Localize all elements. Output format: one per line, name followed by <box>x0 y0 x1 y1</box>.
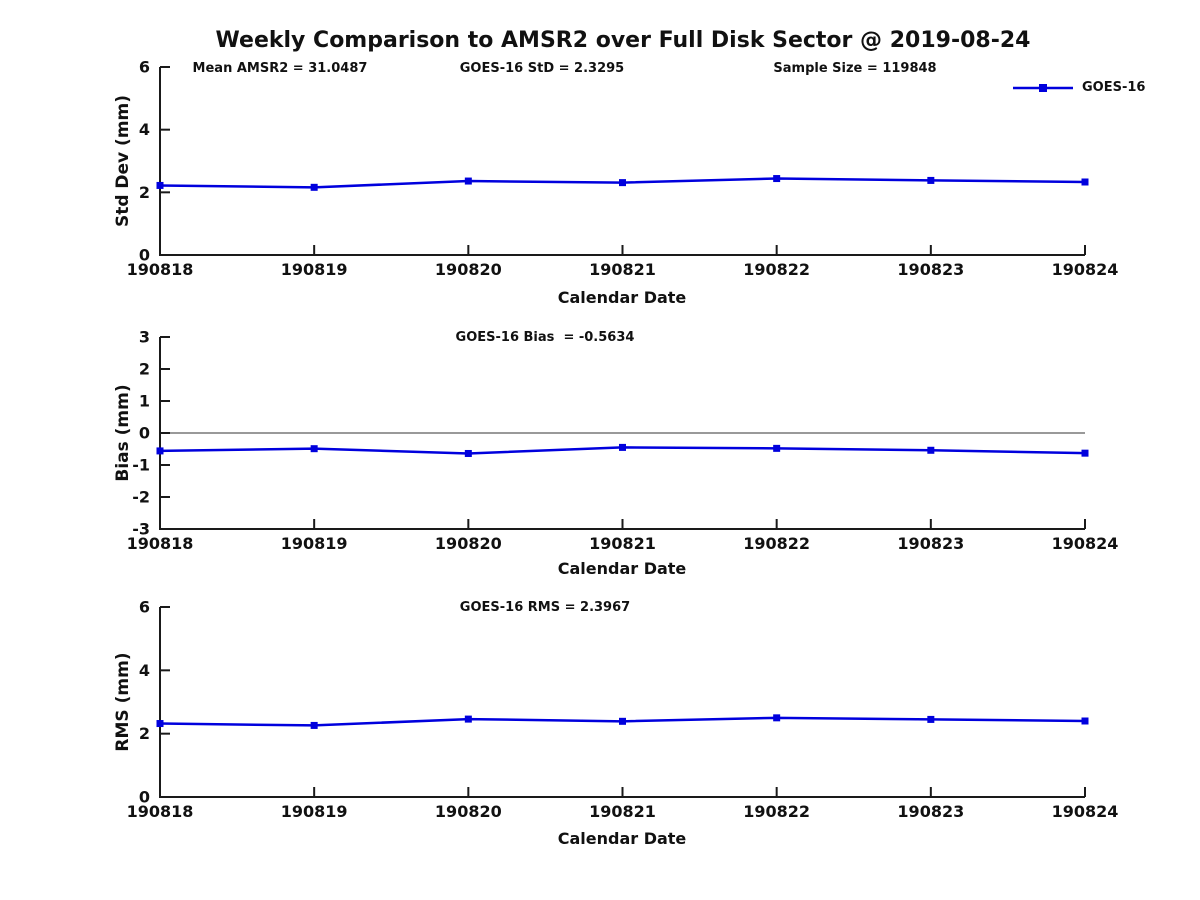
legend-line-marker-icon <box>1013 83 1073 92</box>
y-axis-title-rms: RMS (mm) <box>113 652 133 752</box>
x-tick-label: 190819 <box>281 534 348 553</box>
x-tick-label: 190824 <box>1052 802 1119 821</box>
x-tick-label: 190820 <box>435 534 502 553</box>
x-tick-label: 190818 <box>127 260 194 279</box>
x-tick-label: 190823 <box>897 534 964 553</box>
annotation-sample-size: Sample Size = 119848 <box>773 61 937 76</box>
data-point-marker <box>927 446 935 454</box>
y-tick-label: -2 <box>132 488 150 507</box>
x-tick-label: 190821 <box>589 802 656 821</box>
x-tick-label: 190823 <box>897 260 964 279</box>
legend-label: GOES-16 <box>1082 80 1146 95</box>
figure-title: Weekly Comparison to AMSR2 over Full Dis… <box>215 28 1031 53</box>
y-tick-label: 2 <box>139 183 150 202</box>
data-point-marker <box>927 715 935 723</box>
x-tick-label: 190822 <box>743 802 810 821</box>
data-point-marker <box>156 447 164 455</box>
x-tick-label: 190820 <box>435 260 502 279</box>
chart-bias: -3 -2 -1 0 1 2 3 190818 190819 190820 190821 190822… <box>127 328 1119 554</box>
annotation-mean-amsr2: Mean AMSR2 = 31.0487 <box>192 61 368 76</box>
x-axis-title-calendar-date: Calendar Date <box>557 288 687 307</box>
annotation-goes16-rms: GOES-16 RMS = 2.3967 <box>459 600 631 615</box>
data-point-marker <box>464 449 472 457</box>
chart-rms: 0 2 4 6 190818 190819 190820 190821 190822 190823… <box>127 598 1119 822</box>
x-tick-label: 190819 <box>281 260 348 279</box>
x-tick-label: 190824 <box>1052 260 1119 279</box>
x-axis-title-calendar-date: Calendar Date <box>557 559 687 578</box>
y-tick-label: -3 <box>132 520 150 539</box>
x-tick-label: 190824 <box>1052 534 1119 553</box>
y-tick-label: 0 <box>139 424 150 443</box>
legend: GOES-16 <box>1012 80 1145 95</box>
data-point-marker <box>927 176 935 184</box>
x-tick-label: 190819 <box>281 802 348 821</box>
x-tick-label: 190822 <box>743 534 810 553</box>
data-point-marker <box>619 717 626 725</box>
x-tick-label: 190818 <box>127 802 194 821</box>
y-tick-label: 4 <box>139 661 150 680</box>
annotation-goes16-std: GOES-16 StD = 2.3295 <box>459 61 625 76</box>
y-tick-label: 1 <box>139 392 150 411</box>
x-tick-label: 190821 <box>589 260 656 279</box>
data-point-marker <box>156 720 164 728</box>
x-axis-title-calendar-date: Calendar Date <box>557 829 687 848</box>
x-tick-label: 190818 <box>127 534 194 553</box>
data-point-marker <box>464 177 472 185</box>
annotation-goes16-bias: GOES-16 Bias = -0.5634 <box>455 330 635 345</box>
data-point-marker <box>464 715 472 723</box>
y-tick-label: -1 <box>132 456 150 475</box>
data-point-marker <box>310 721 318 729</box>
x-tick-label: 190822 <box>743 260 810 279</box>
y-axis-title-std-dev: Std Dev (mm) <box>113 94 133 228</box>
y-tick-label: 0 <box>139 246 150 265</box>
data-point-marker <box>310 445 318 453</box>
data-point-marker <box>773 714 781 722</box>
data-point-marker <box>310 183 318 191</box>
data-point-marker <box>1081 178 1089 186</box>
x-tick-label: 190823 <box>897 802 964 821</box>
chart-std-dev: 0 2 4 6 190818 190819 190820 190821 190822 190823… <box>127 58 1119 280</box>
y-tick-label: 0 <box>139 788 150 807</box>
y-axis-title-bias: Bias (mm) <box>113 384 133 482</box>
y-tick-label: 2 <box>139 360 150 379</box>
y-tick-label: 3 <box>139 328 150 347</box>
data-point-marker <box>156 181 164 189</box>
y-tick-label: 2 <box>139 724 150 743</box>
data-point-marker <box>619 179 626 187</box>
x-tick-label: 190820 <box>435 802 502 821</box>
data-point-marker <box>1081 717 1089 725</box>
data-point-marker <box>773 175 781 183</box>
y-tick-label: 4 <box>139 120 150 139</box>
data-point-marker <box>1081 449 1089 457</box>
data-point-marker <box>619 443 626 451</box>
x-tick-label: 190821 <box>589 534 656 553</box>
y-tick-label: 6 <box>139 58 150 77</box>
y-tick-label: 6 <box>139 598 150 617</box>
data-point-marker <box>773 444 781 452</box>
